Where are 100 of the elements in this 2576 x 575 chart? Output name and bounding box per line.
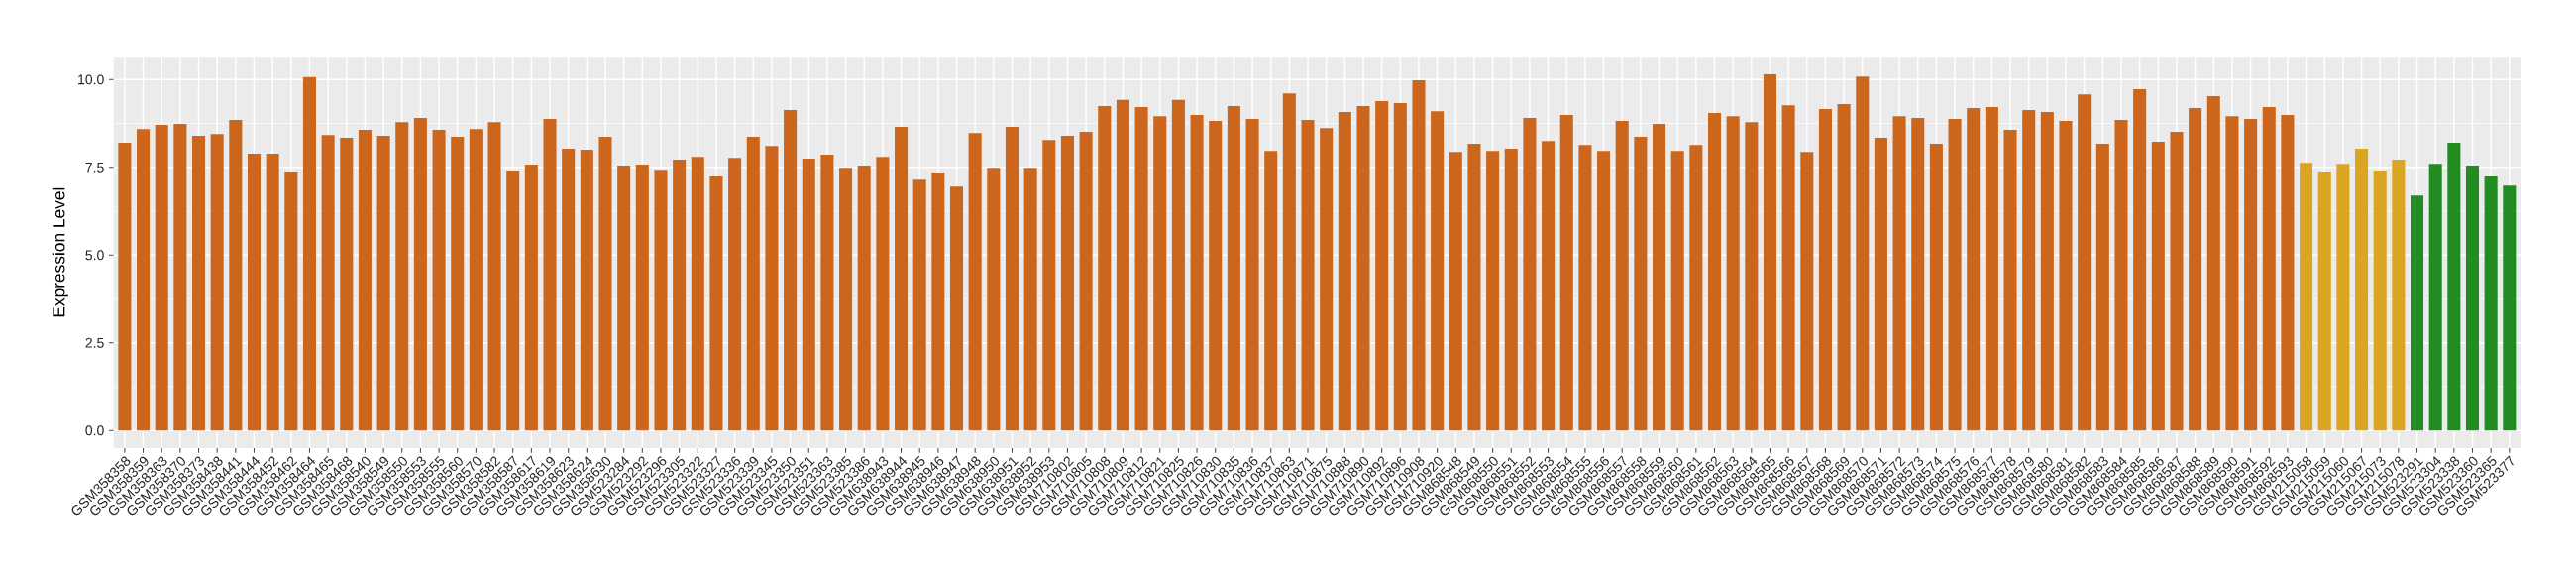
bar <box>2465 166 2480 431</box>
bar <box>1412 80 1426 431</box>
bar <box>2059 121 2073 431</box>
bar <box>802 158 815 431</box>
bar <box>1042 140 1056 431</box>
bar <box>2189 108 2202 431</box>
bar <box>1190 115 1204 431</box>
bar <box>598 137 612 431</box>
bar <box>543 118 557 431</box>
bar <box>2484 176 2498 431</box>
bar <box>1670 151 1684 431</box>
y-tick-label: 0.0 <box>85 425 104 436</box>
bar <box>173 123 187 431</box>
bar <box>1634 137 1648 431</box>
bar <box>580 150 593 431</box>
bar <box>654 170 668 431</box>
bar <box>1005 127 1020 431</box>
bar <box>2355 149 2369 431</box>
bar <box>820 155 834 431</box>
bar <box>284 172 298 431</box>
bar <box>1653 123 1666 431</box>
bar <box>1856 76 1870 431</box>
bar <box>118 143 132 431</box>
bar <box>1763 74 1777 431</box>
bar <box>2095 144 2109 431</box>
bar <box>1726 116 1740 431</box>
bar <box>340 138 354 431</box>
bar <box>1911 117 1925 431</box>
bar <box>1449 152 1462 431</box>
bar <box>746 137 760 431</box>
bar <box>709 176 723 431</box>
bar <box>2206 95 2220 431</box>
bar <box>2336 164 2350 431</box>
bar <box>2281 115 2295 431</box>
bar <box>432 129 446 431</box>
bar <box>2373 171 2387 431</box>
bar <box>2244 118 2258 431</box>
bar <box>1689 145 1703 431</box>
bar <box>1597 151 1611 431</box>
bar <box>2133 88 2147 431</box>
bar <box>358 129 372 431</box>
bar <box>2151 141 2165 431</box>
bar <box>376 135 390 431</box>
bar <box>2170 132 2184 431</box>
bar <box>506 171 520 431</box>
bar <box>210 134 224 431</box>
bar <box>2262 106 2276 431</box>
bar <box>1504 149 1518 431</box>
bar <box>839 168 853 431</box>
bar <box>469 129 483 431</box>
bar <box>2411 195 2424 431</box>
bar <box>949 186 964 431</box>
bar <box>1523 117 1537 431</box>
bar <box>1781 105 1795 431</box>
bar <box>2392 160 2406 431</box>
y-tick-label: 10.0 <box>78 74 104 85</box>
bar <box>137 129 151 431</box>
bar <box>1948 118 1962 431</box>
bar <box>1320 128 1334 431</box>
bar <box>784 110 798 431</box>
bar <box>395 122 409 431</box>
y-tick-label: 7.5 <box>85 162 104 172</box>
bar <box>912 179 926 431</box>
bar <box>1837 104 1851 431</box>
bar <box>2317 172 2331 431</box>
bar <box>857 166 871 431</box>
bar <box>1356 105 1370 431</box>
bar <box>1023 168 1037 431</box>
bar <box>2225 116 2239 431</box>
bar <box>1209 121 1223 431</box>
bar <box>1818 109 1832 431</box>
bar <box>1892 116 1906 431</box>
bar <box>1375 100 1389 431</box>
bar <box>191 135 206 431</box>
bar <box>1467 144 1481 431</box>
bar <box>229 120 243 431</box>
bar <box>1559 115 1573 431</box>
bar <box>1967 108 1981 431</box>
bar <box>1985 106 1998 431</box>
bar <box>1153 116 1167 431</box>
bar <box>1116 99 1129 431</box>
bar <box>1098 105 1112 431</box>
bar <box>413 117 427 431</box>
bar <box>1486 151 1500 431</box>
bar <box>1227 105 1240 431</box>
bar <box>968 133 982 431</box>
bar <box>562 149 576 431</box>
bar <box>1393 103 1407 431</box>
bar <box>2447 143 2461 431</box>
bar <box>2022 110 2036 431</box>
bar <box>765 146 779 431</box>
bar <box>524 164 538 431</box>
bar <box>1060 135 1074 431</box>
bar <box>1874 138 1887 431</box>
bar <box>302 76 316 431</box>
bar <box>673 160 687 431</box>
bar <box>1134 106 1148 431</box>
bar <box>1171 99 1185 431</box>
bar <box>1615 121 1629 431</box>
bar <box>2114 120 2128 431</box>
